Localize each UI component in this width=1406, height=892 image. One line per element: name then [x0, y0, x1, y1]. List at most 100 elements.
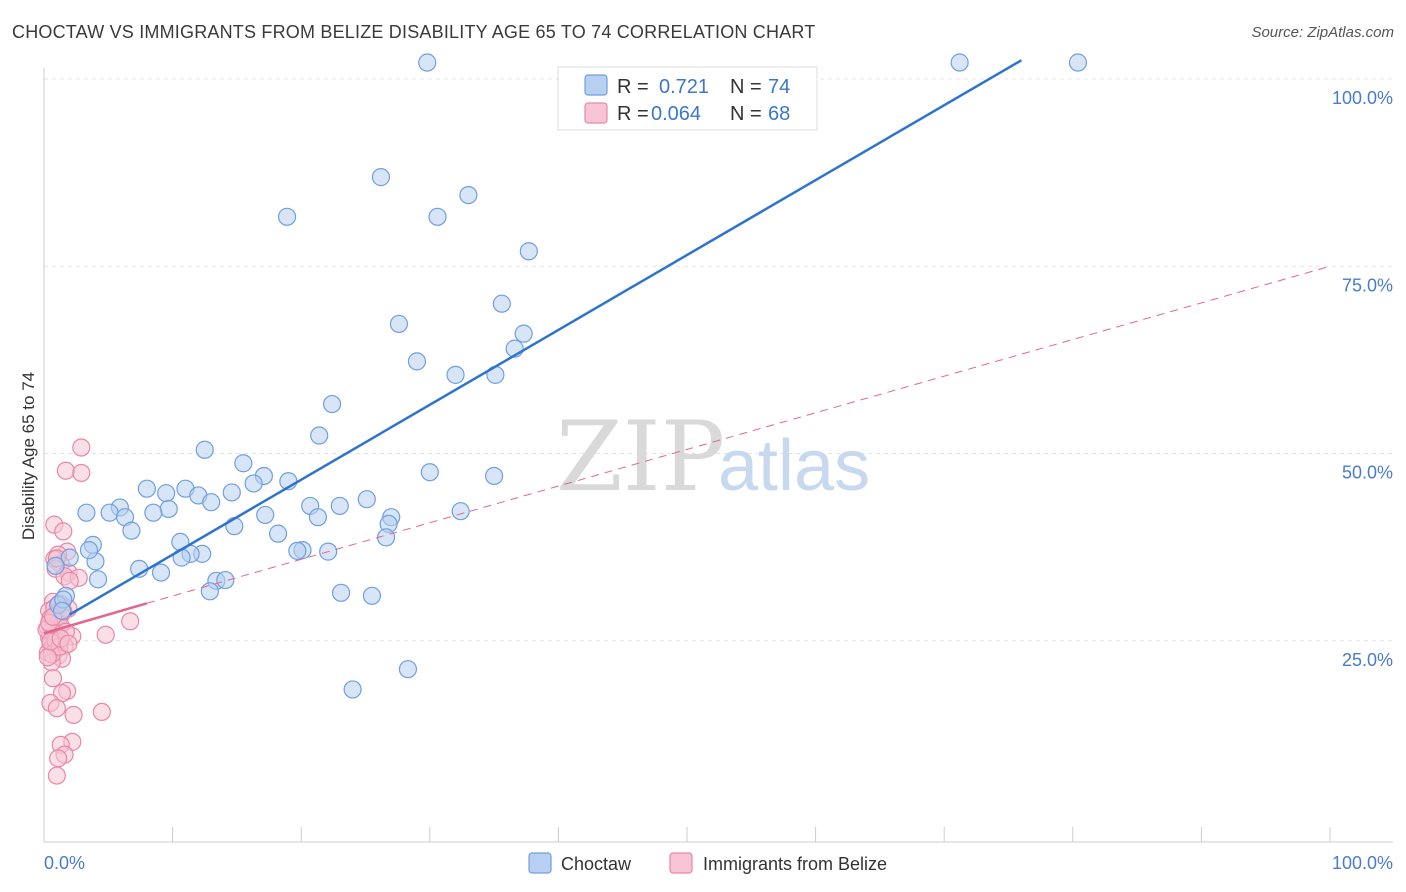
- choctaw-point-1: [950, 53, 969, 72]
- belize-point-24: [121, 612, 140, 631]
- belize-point-45: [92, 702, 111, 722]
- belize-point-46: [64, 705, 83, 725]
- choctaw-point-0: [418, 53, 437, 72]
- choctaw-point-10: [514, 324, 533, 343]
- y-tick-label-75: 75.0%: [1342, 275, 1393, 295]
- watermark-zip: ZIP: [556, 401, 725, 513]
- choctaw-point-33: [451, 502, 470, 521]
- legend-swatch-belize: [584, 102, 608, 124]
- choctaw-point-27: [357, 490, 376, 509]
- choctaw-point-39: [308, 508, 328, 527]
- belize-point-44: [47, 699, 66, 718]
- belize-point-51: [47, 766, 66, 785]
- belize-point-40: [43, 669, 63, 688]
- choctaw-point-22: [244, 474, 263, 493]
- choctaw-point-16: [310, 426, 329, 445]
- choctaw-point-15: [322, 394, 342, 414]
- choctaw-point-73: [222, 483, 241, 502]
- watermark-atlas: atlas: [718, 426, 870, 506]
- x-tick-label-max: 100.0%: [1332, 853, 1393, 873]
- choctaw-point-43: [122, 521, 141, 540]
- y-axis-title: Disability Age 65 to 74: [19, 372, 38, 540]
- choctaw-point-37: [256, 505, 275, 525]
- legend-r-label-choctaw: R =: [617, 76, 649, 98]
- choctaw-point-45: [376, 528, 396, 547]
- belize-point-67: [59, 634, 78, 653]
- legend-n-value-belize: 68: [768, 103, 790, 125]
- y-tick-labels: 25.0% 50.0% 75.0% 100.0%: [1332, 88, 1393, 670]
- belize-trend-extension: [146, 265, 1331, 604]
- choctaw-trend-line: [69, 59, 1022, 616]
- belize-point-61: [38, 648, 57, 667]
- legend-n-label-choctaw: N =: [730, 76, 762, 98]
- choctaw-point-25: [157, 484, 176, 503]
- choctaw-point-6: [428, 207, 447, 226]
- legend-n-value-choctaw: 74: [768, 76, 790, 98]
- bottom-legend-label-belize: Immigrants from Belize: [703, 854, 887, 874]
- choctaw-point-32: [159, 499, 178, 519]
- belize-points: [37, 438, 140, 785]
- stats-legend: R = 0.721 N = 74 R = 0.064 N = 68: [557, 66, 818, 131]
- choctaw-point-28: [202, 493, 221, 512]
- choctaw-point-50: [288, 541, 307, 560]
- x-tick-label-min: 0.0%: [44, 853, 85, 873]
- belize-point-50: [49, 749, 68, 768]
- choctaw-point-7: [519, 242, 538, 261]
- choctaw-point-12: [407, 352, 427, 371]
- choctaw-point-71: [79, 541, 99, 560]
- choctaw-point-62: [331, 583, 351, 602]
- choctaw-point-3: [371, 168, 391, 187]
- belize-point-2: [72, 463, 91, 483]
- belize-point-4: [54, 522, 73, 541]
- choctaw-point-63: [362, 586, 382, 605]
- choctaw-point-9: [389, 314, 409, 334]
- belize-point-1: [56, 461, 75, 480]
- choctaw-point-8: [492, 294, 511, 313]
- legend-n-label-belize: N =: [730, 103, 762, 125]
- choctaw-point-5: [277, 207, 297, 226]
- choctaw-point-17: [195, 440, 214, 459]
- y-tick-label-50: 50.0%: [1342, 463, 1393, 483]
- legend-r-label-belize: R =: [617, 103, 649, 125]
- choctaw-point-14: [446, 365, 465, 384]
- belize-point-62: [60, 571, 79, 590]
- choctaw-point-21: [485, 466, 504, 486]
- source-label: Source: ZipAtlas.com: [1251, 24, 1394, 41]
- choctaw-point-69: [52, 601, 72, 620]
- choctaw-point-4: [459, 185, 478, 205]
- series-legend: Choctaw Immigrants from Belize: [528, 852, 887, 874]
- belize-point-0: [72, 438, 91, 457]
- belize-trend-line: [43, 602, 148, 635]
- y-tick-label-25: 25.0%: [1342, 650, 1393, 670]
- axes: [43, 68, 1393, 843]
- choctaw-point-53: [60, 548, 79, 567]
- y-tick-label-100: 100.0%: [1332, 88, 1393, 108]
- choctaw-point-34: [77, 503, 96, 522]
- choctaw-point-42: [225, 517, 244, 536]
- choctaw-point-30: [330, 496, 349, 516]
- trend-lines: [43, 59, 1331, 635]
- bottom-legend-label-choctaw: Choctaw: [561, 854, 632, 874]
- chart-title: CHOCTAW VS IMMIGRANTS FROM BELIZE DISABI…: [12, 22, 816, 42]
- belize-point-28: [96, 625, 115, 644]
- choctaw-points: [46, 53, 1088, 699]
- choctaw-point-19: [420, 463, 439, 482]
- choctaw-point-18: [234, 454, 253, 473]
- choctaw-point-23: [137, 479, 156, 498]
- legend-swatch-choctaw: [584, 74, 608, 96]
- choctaw-point-36: [144, 503, 163, 522]
- bottom-legend-swatch-choctaw: [528, 852, 552, 874]
- choctaw-point-67: [46, 556, 65, 575]
- choctaw-point-56: [151, 563, 171, 582]
- bottom-legend-swatch-belize: [669, 852, 693, 874]
- legend-r-value-choctaw: 0.721: [659, 76, 709, 98]
- choctaw-point-57: [88, 570, 108, 589]
- choctaw-point-44: [268, 524, 288, 543]
- choctaw-point-35: [100, 503, 119, 522]
- legend-r-value-belize: 0.064: [651, 103, 701, 125]
- choctaw-point-66: [343, 680, 362, 699]
- choctaw-point-59: [216, 570, 235, 590]
- gridlines: [44, 78, 1393, 642]
- choctaw-point-65: [398, 660, 418, 679]
